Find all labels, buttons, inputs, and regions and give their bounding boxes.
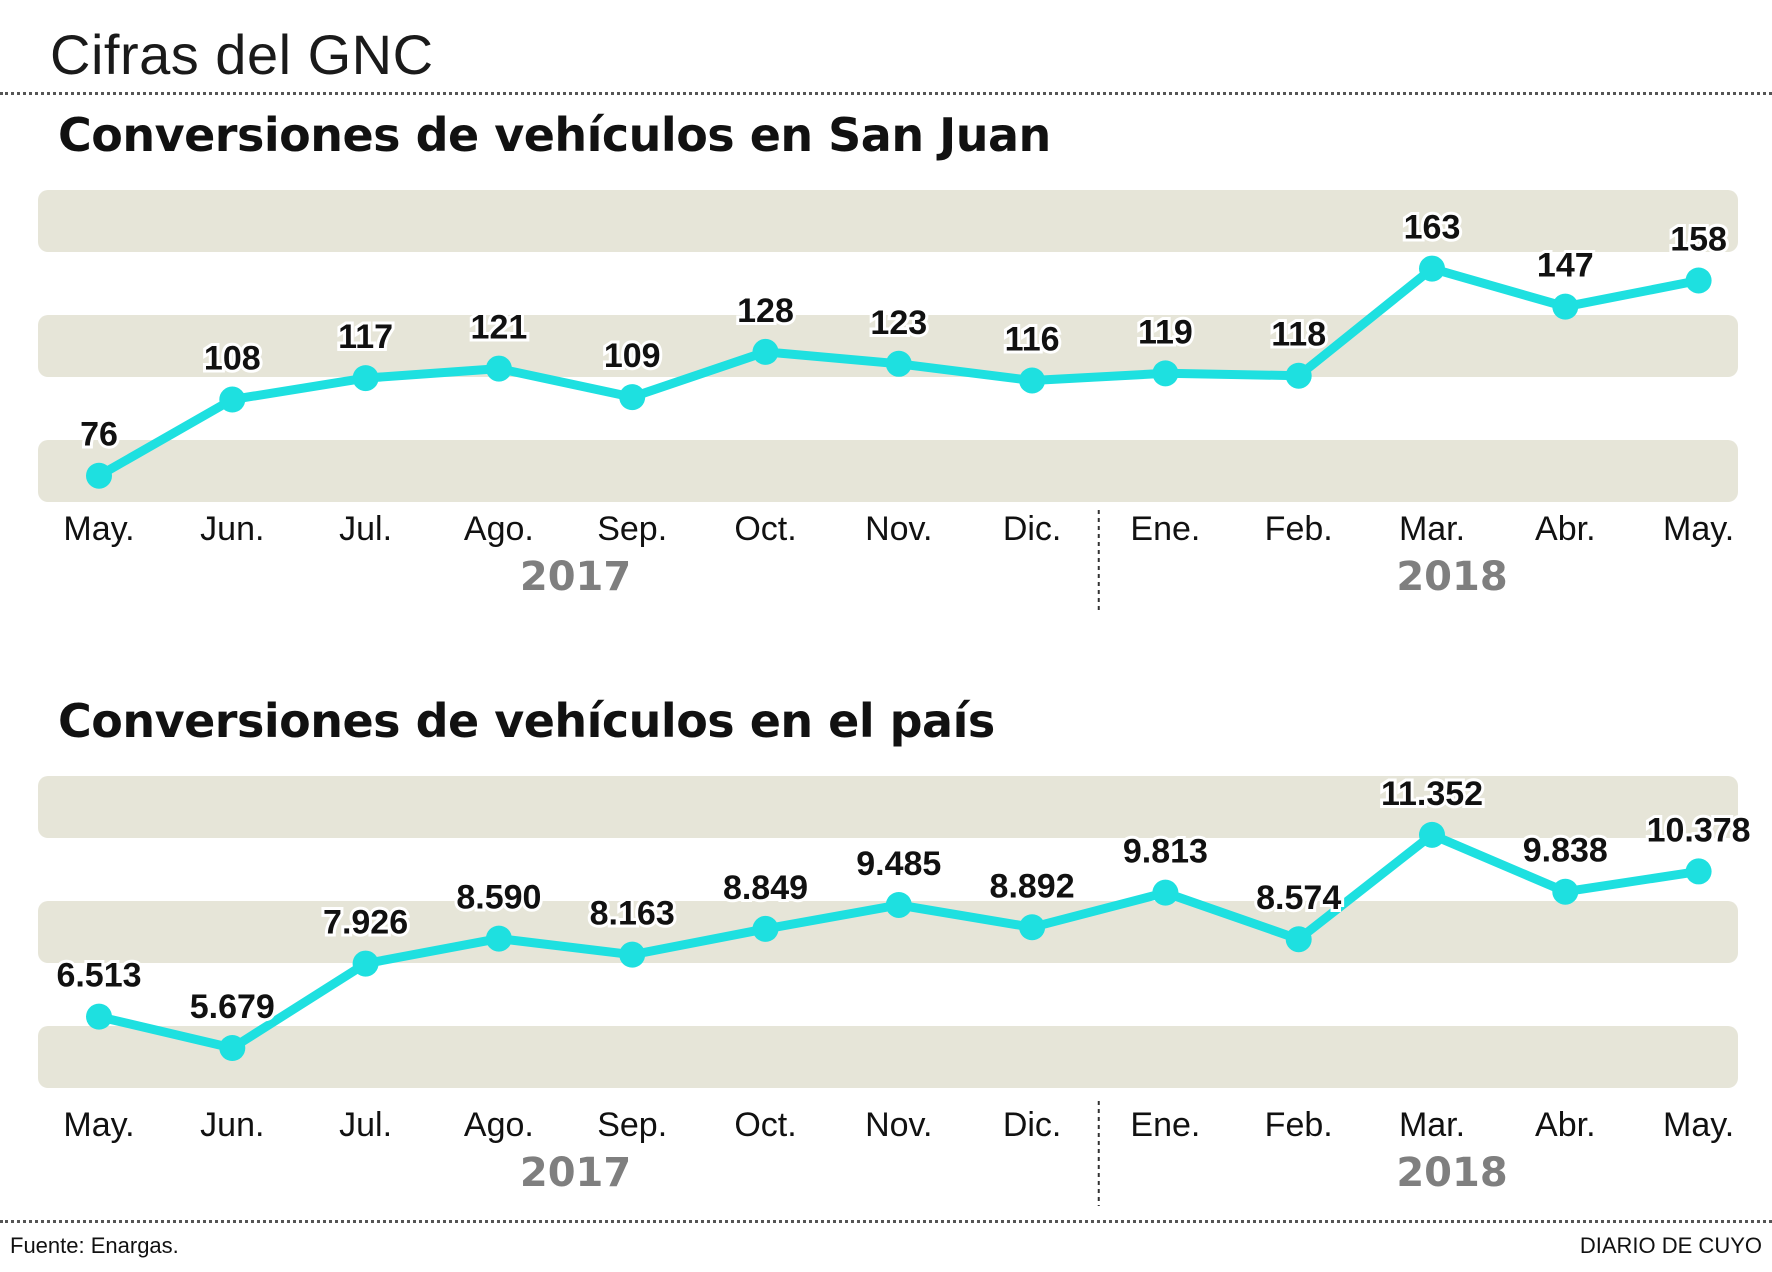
x-tick-label: Dic. (1003, 510, 1062, 548)
data-label: 9.813 (1123, 833, 1208, 871)
data-label: 119 (1138, 313, 1193, 351)
data-point (1419, 821, 1445, 848)
data-label: 9.838 (1523, 832, 1608, 870)
data-point (1552, 293, 1579, 320)
x-tick-label: Oct. (734, 510, 796, 548)
x-tick-label: Ene. (1130, 1106, 1200, 1144)
bottom-divider (0, 1220, 1772, 1223)
data-label: 11.352 (1381, 775, 1483, 813)
x-tick-label: Abr. (1535, 1106, 1595, 1144)
data-label: 109 (604, 337, 661, 375)
data-label: 128 (737, 292, 794, 330)
x-tick-label: Mar. (1399, 1106, 1465, 1144)
x-tick-label: Ago. (464, 1106, 534, 1144)
x-tick-label: Nov. (865, 1106, 932, 1144)
background-band (38, 190, 1738, 252)
data-label: 158 (1670, 220, 1727, 258)
data-label: 121 (471, 309, 528, 347)
background-band (38, 1026, 1738, 1088)
data-label: 6.513 (56, 957, 141, 995)
data-point (1152, 360, 1179, 387)
x-tick-label: May. (63, 1106, 134, 1144)
source-note: Fuente: Enargas. (10, 1233, 179, 1258)
data-label: 10.378 (1647, 811, 1751, 849)
data-label: 8.574 (1256, 879, 1341, 917)
data-point (1019, 914, 1046, 941)
data-label: 5.679 (190, 988, 275, 1026)
chart-san-juan: 76 108 117 121 109 128 123 116 119 118 163 147 158 Ma… (38, 190, 1738, 610)
x-tick-label: Ago. (464, 510, 534, 548)
data-point (1019, 367, 1046, 394)
data-point (1419, 255, 1445, 282)
data-point (485, 355, 512, 382)
publisher-credit: DIARIO DE CUYO (1579, 1233, 1762, 1258)
year-label: 2018 (1396, 1150, 1507, 1196)
x-tick-label: Feb. (1265, 1106, 1333, 1144)
x-tick-label: Jul. (339, 1106, 392, 1144)
data-label: 9.485 (856, 845, 941, 883)
year-label: 2017 (520, 554, 631, 600)
x-tick-label: Sep. (597, 1106, 667, 1144)
data-point (1685, 267, 1712, 294)
x-tick-label: Ene. (1130, 510, 1200, 548)
background-band (38, 776, 1738, 838)
data-point (1552, 878, 1579, 905)
data-label: 117 (338, 318, 393, 356)
data-label: 76 (80, 416, 118, 454)
x-tick-label: Jun. (200, 510, 264, 548)
data-point (352, 950, 379, 977)
data-point (1285, 926, 1312, 953)
data-label: 7.926 (323, 904, 408, 942)
x-tick-label: Jun. (200, 1106, 264, 1144)
x-tick-label: May. (1663, 1106, 1734, 1144)
data-point (219, 386, 246, 413)
data-point (1285, 362, 1312, 389)
data-label: 108 (204, 340, 261, 378)
year-label: 2017 (520, 1150, 631, 1196)
data-label: 8.892 (990, 867, 1075, 905)
x-tick-label: Nov. (865, 510, 932, 548)
x-tick-label: May. (1663, 510, 1734, 548)
x-tick-label: Sep. (597, 510, 667, 548)
data-point (619, 384, 646, 411)
top-divider (0, 92, 1772, 95)
data-label: 8.163 (590, 895, 675, 933)
x-tick-label: Abr. (1535, 510, 1595, 548)
data-point (1685, 858, 1712, 885)
data-label: 116 (1005, 320, 1060, 358)
data-label: 118 (1271, 316, 1326, 354)
x-tick-label: Oct. (734, 1106, 796, 1144)
data-label: 8.849 (723, 869, 808, 907)
x-tick-label: Dic. (1003, 1106, 1062, 1144)
x-tick-label: Mar. (1399, 510, 1465, 548)
data-point (352, 365, 379, 392)
x-tick-label: Feb. (1265, 510, 1333, 548)
x-tick-label: May. (63, 510, 134, 548)
data-point (619, 941, 646, 968)
page-title: Cifras del GNC (50, 23, 434, 86)
background-band (38, 440, 1738, 502)
chart-pais: 6.513 5.679 7.926 8.590 8.163 8.849 9.485 8.892… (38, 772, 1754, 1206)
data-label: 8.590 (456, 879, 541, 917)
chart-title-san-juan: Conversiones de vehículos en San Juan (58, 108, 1051, 162)
data-point (219, 1035, 246, 1062)
data-label: 123 (870, 304, 927, 342)
data-point (752, 915, 779, 942)
year-label: 2018 (1396, 554, 1507, 600)
data-point (485, 925, 512, 952)
chart-title-pais: Conversiones de vehículos en el país (58, 694, 995, 748)
data-point (86, 462, 112, 489)
data-label: 147 (1537, 247, 1594, 285)
data-point (885, 891, 912, 918)
data-point (752, 338, 779, 365)
data-point (1152, 879, 1179, 906)
data-label: 163 (1404, 209, 1461, 247)
data-point (86, 1003, 112, 1030)
x-tick-label: Jul. (339, 510, 392, 548)
data-point (885, 350, 912, 377)
